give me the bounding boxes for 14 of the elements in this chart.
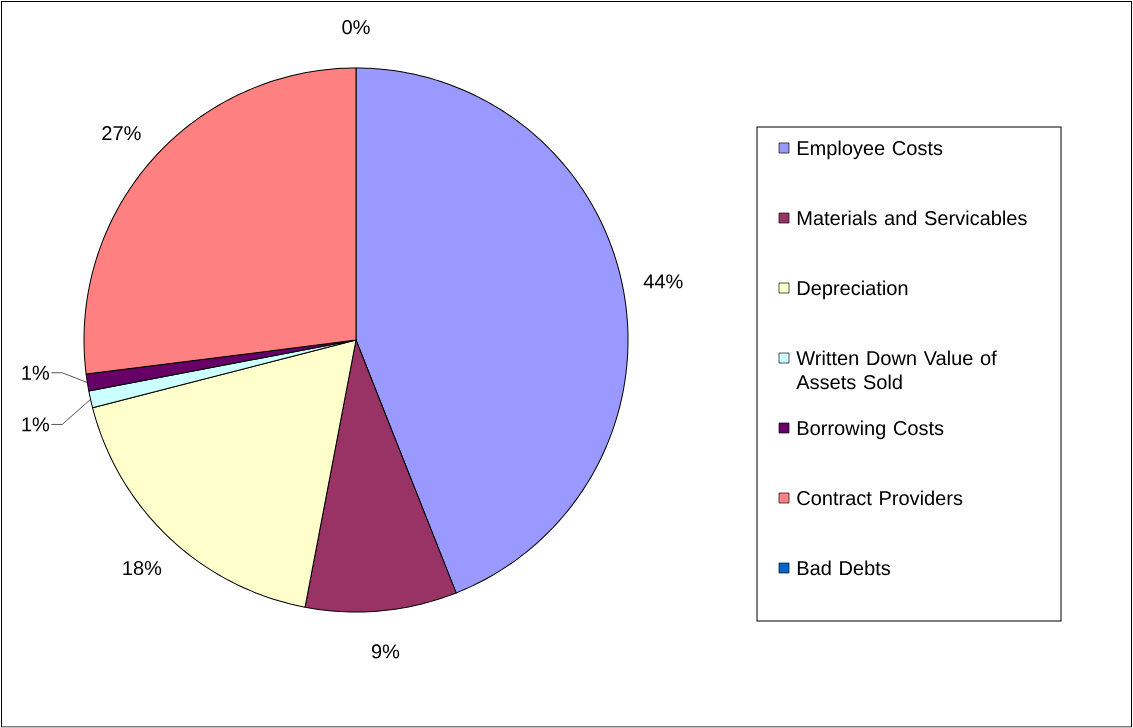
legend-label: Written Down Value of Assets Sold: [796, 350, 997, 390]
data-label: 44%: [643, 274, 683, 289]
legend-label: Contract Providers: [797, 490, 963, 506]
legend-label: Depreciation: [797, 280, 908, 300]
legend-label: Materials and Servicables: [797, 210, 1027, 226]
legend-label: Borrowing Costs: [797, 420, 944, 440]
legend-label: Bad Debts: [797, 560, 891, 576]
data-label: 1%: [22, 417, 50, 432]
data-label: 9%: [371, 644, 400, 659]
data-label: 27%: [102, 126, 141, 141]
legend-label: Employee Costs: [797, 140, 943, 160]
text: 0%: [342, 20, 370, 35]
data-label: 1%: [22, 366, 50, 380]
data-label: 18%: [123, 561, 162, 576]
